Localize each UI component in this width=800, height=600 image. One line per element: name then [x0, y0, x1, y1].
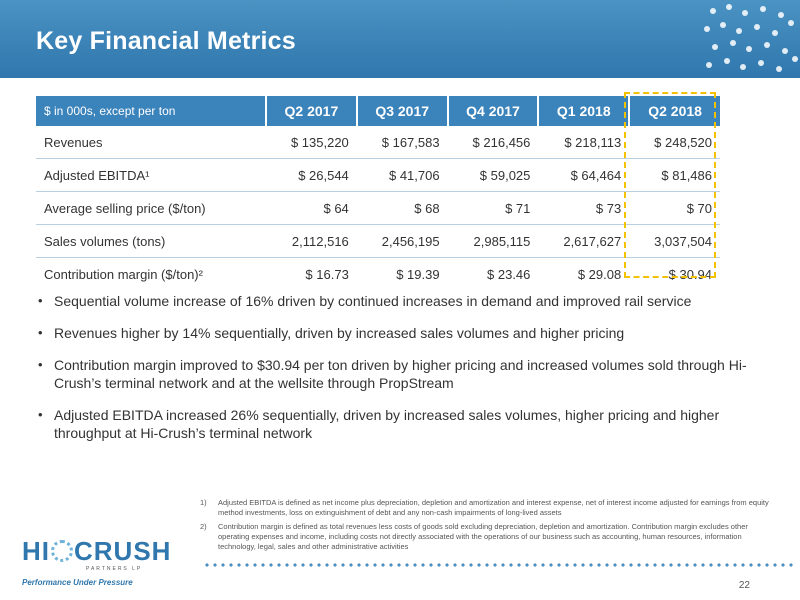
table-cell: $ 68	[356, 191, 448, 225]
table-corner-label: $ in 000s, except per ton	[36, 96, 267, 126]
footnotes: 1) Adjusted EBITDA is defined as net inc…	[200, 498, 780, 556]
table-cell: $ 81,486	[629, 158, 720, 192]
table-header-row: $ in 000s, except per ton Q2 2017 Q3 201…	[36, 96, 720, 126]
footnote-text: Contribution margin is defined as total …	[218, 522, 748, 551]
footnote-number: 2)	[200, 522, 207, 531]
bullet-icon: •	[38, 293, 43, 308]
logo-wordmark: HI CRUSH	[22, 536, 172, 566]
bullet-icon: •	[38, 357, 43, 372]
table-cell: $ 19.39	[396, 266, 440, 282]
table-cell: $ 135,220	[266, 126, 357, 159]
footnote-text: Adjusted EBITDA is defined as net income…	[218, 498, 769, 517]
row-label: Adjusted EBITDA¹	[36, 158, 266, 192]
table-cell: $ 216,456	[447, 126, 539, 159]
column-header: Q2 2017	[266, 96, 358, 126]
column-header: Q3 2017	[356, 96, 449, 126]
key-points-list: • Sequential volume increase of 16% drive…	[36, 292, 766, 456]
table-cell: 2,112,516	[266, 224, 357, 258]
company-logo: HI CRUSH PARTNERS LP Performance Under Pr…	[22, 536, 172, 594]
row-label: Contribution margin ($/ton)²	[44, 266, 203, 282]
logo-ring-icon	[51, 540, 73, 562]
list-item: • Adjusted EBITDA increased 26% sequentia…	[38, 407, 720, 441]
table-cell: $ 16.73	[305, 266, 349, 282]
page-number: 22	[738, 580, 750, 591]
column-header: Q4 2017	[447, 96, 540, 126]
table-cell: $ 41,706	[356, 158, 448, 192]
row-label: Sales volumes (tons)	[36, 224, 266, 258]
column-header: Q2 2018	[629, 96, 720, 126]
list-item: • Contribution margin improved to $30.94 …	[38, 357, 747, 391]
list-item: • Revenues higher by 14% sequentially, dr…	[38, 325, 625, 341]
footnote: 2) Contribution margin is defined as tot…	[200, 522, 780, 552]
table-cell: $ 23.46	[487, 266, 531, 282]
list-item: • Sequential volume increase of 16% drive…	[38, 293, 692, 309]
logo-subtitle: PARTNERS LP	[86, 566, 143, 572]
header-dot-pattern	[690, 0, 800, 78]
table-row: Sales volumes (tons) 2,112,516 2,456,195…	[36, 224, 720, 258]
table-row: Adjusted EBITDA¹ $ 26,544 $ 41,706 $ 59,…	[36, 158, 720, 192]
table-row: Revenues $ 135,220 $ 167,583 $ 216,456 $…	[36, 126, 720, 159]
table-cell: $ 70	[629, 191, 720, 225]
table-cell: 3,037,504	[629, 224, 720, 258]
slide-header: Key Financial Metrics	[0, 0, 800, 78]
table-cell: $ 29.08	[577, 266, 622, 282]
footnote: 1) Adjusted EBITDA is defined as net inc…	[200, 498, 780, 518]
column-header: Q1 2018	[538, 96, 631, 126]
table-cell: $ 218,113	[538, 126, 630, 159]
financial-metrics-table: $ in 000s, except per ton Q2 2017 Q3 201…	[36, 96, 720, 290]
table-cell: $ 167,583	[356, 126, 448, 159]
table-cell: $ 30.94	[668, 266, 712, 282]
bullet-icon: •	[38, 325, 43, 340]
table-cell: $ 26,544	[266, 158, 357, 192]
table-cell: $ 59,025	[447, 158, 539, 192]
footnote-number: 1)	[200, 498, 207, 507]
row-label: Average selling price ($/ton)	[36, 191, 266, 225]
table-row: Average selling price ($/ton) $ 64 $ 68 …	[36, 191, 720, 225]
logo-tagline: Performance Under Pressure	[22, 578, 133, 587]
table-cell: $ 64,464	[538, 158, 630, 192]
bullet-icon: •	[38, 407, 43, 422]
table-cell: 2,617,627	[538, 224, 630, 258]
table-row: Contribution margin ($/ton)² $ 16.73 $ 1…	[36, 258, 720, 291]
table-cell: 2,985,115	[447, 224, 539, 258]
table-cell: $ 64	[266, 191, 357, 225]
footer-divider	[203, 563, 793, 567]
table-cell: $ 73	[538, 191, 630, 225]
page-title: Key Financial Metrics	[36, 27, 296, 55]
row-label: Revenues	[36, 126, 266, 159]
table-cell: $ 248,520	[629, 126, 720, 159]
table-cell: $ 71	[447, 191, 539, 225]
table-cell: 2,456,195	[356, 224, 448, 258]
